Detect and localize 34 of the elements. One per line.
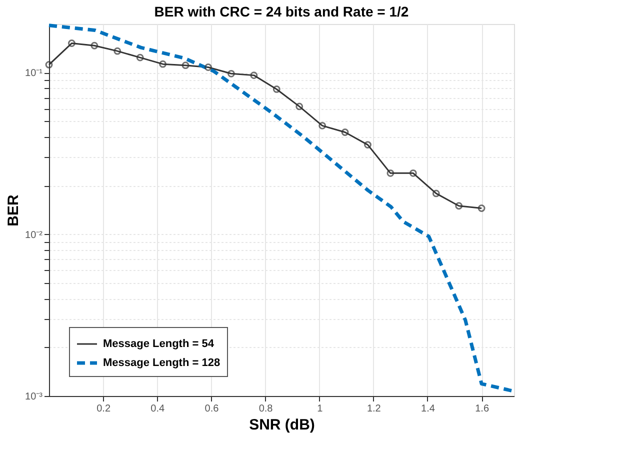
x-tick-label: 0.4 — [150, 404, 166, 414]
point — [204, 64, 212, 71]
point — [364, 141, 372, 148]
point — [318, 122, 326, 130]
point — [250, 72, 258, 80]
x-tick-label: 0.2 — [96, 404, 111, 414]
point — [159, 60, 167, 68]
chart-title: BER with CRC = 24 bits and Rate = 1/2 — [154, 4, 409, 20]
point — [341, 128, 349, 136]
point — [272, 86, 280, 93]
x-tick-label: 0.6 — [204, 404, 220, 414]
point — [432, 190, 440, 198]
point — [182, 62, 190, 70]
point — [114, 47, 122, 55]
y-tick-label: 10⁻² — [25, 230, 44, 241]
y-tick-label: 10⁻³ — [25, 392, 44, 402]
legend-label: Message Length = 128 — [103, 357, 220, 369]
x-tick-label: 1.4 — [421, 404, 436, 414]
point — [90, 42, 98, 50]
point — [409, 169, 417, 177]
x-tick-label: 1.6 — [475, 404, 490, 414]
x-tick-label: 1 — [317, 404, 324, 414]
x-axis-title: SNR (dB) — [249, 416, 315, 434]
point — [228, 70, 235, 78]
point — [68, 40, 76, 47]
legend-label: Message Length = 54 — [103, 338, 215, 350]
point — [136, 54, 144, 62]
point — [386, 169, 394, 177]
point — [455, 202, 463, 210]
y-tick-label: 10⁻¹ — [25, 68, 44, 80]
x-tick-label: 1.2 — [366, 404, 382, 414]
y-axis-title: BER — [5, 194, 22, 226]
point — [296, 102, 304, 110]
x-tick-label: 0.8 — [258, 404, 274, 414]
